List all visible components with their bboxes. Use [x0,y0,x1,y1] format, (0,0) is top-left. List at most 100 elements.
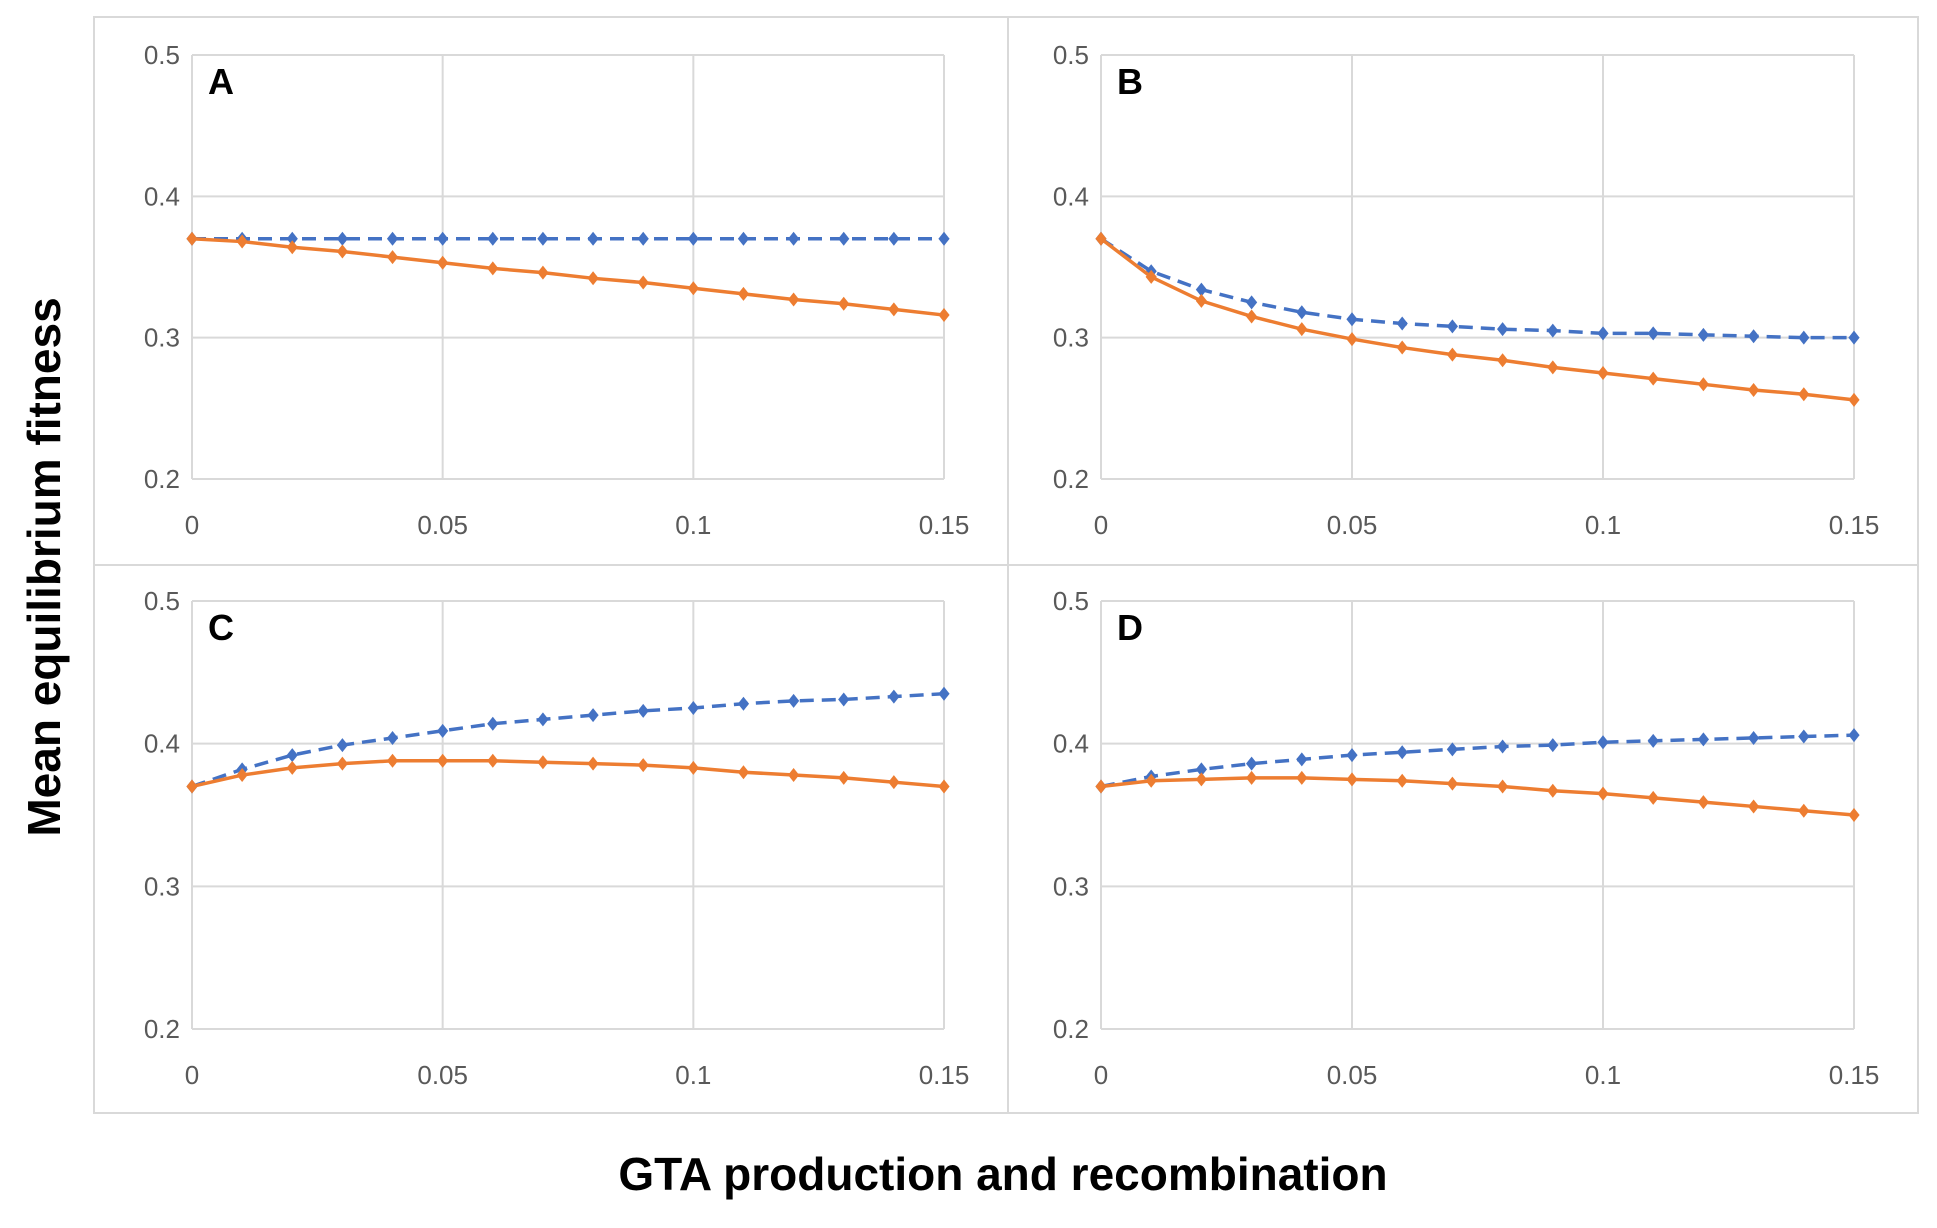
data-point-solid-orange [1346,772,1358,787]
data-point-solid-orange [186,231,198,246]
data-point-solid-orange [1647,371,1659,386]
data-point-solid-orange [938,779,950,794]
data-point-dashed-blue [1748,329,1760,344]
x-tick-label: 0.15 [919,510,970,540]
data-point-dashed-blue [286,231,298,246]
series-line-solid-orange [1099,237,1855,402]
data-point-solid-orange [1145,269,1157,284]
data-point-dashed-blue [1346,312,1358,327]
x-tick-label: 0.05 [1327,1060,1378,1090]
panel-a: 0.2 0.3 0.4 0.5 0 0.05 0.1 0.15 A [144,40,969,540]
panel-c: 0.2 0.3 0.4 0.5 0 0.05 0.1 0.15 C [144,586,969,1090]
data-point-dashed-blue [1647,326,1659,341]
data-point-solid-orange [236,768,248,783]
data-point-dashed-blue [336,231,348,246]
x-tick-label: 0.15 [1829,1060,1880,1090]
panel-label: B [1117,61,1143,102]
data-point-solid-orange [386,753,399,768]
data-point-dashed-blue [737,231,750,246]
x-tick-label: 0.1 [675,510,711,540]
data-point-solid-orange [386,250,399,265]
data-point-dashed-blue [386,231,399,246]
y-tick-label: 0.5 [1053,40,1089,70]
data-point-solid-orange [888,302,900,317]
data-point-solid-orange [1095,779,1107,794]
data-point-dashed-blue [888,689,900,704]
data-point-solid-orange [336,244,348,259]
data-point-dashed-blue [1647,733,1659,748]
y-tick-label: 0.4 [144,729,180,759]
data-point-dashed-blue [1798,729,1810,744]
data-point-solid-orange [537,755,549,770]
data-point-solid-orange [838,770,850,785]
data-point-solid-orange [1296,322,1308,337]
data-point-dashed-blue [1195,282,1207,297]
data-point-dashed-blue [1547,323,1559,338]
data-point-solid-orange [1798,803,1810,818]
y-tick-label: 0.3 [1053,323,1089,353]
data-point-solid-orange [487,261,499,276]
y-tick-label: 0.3 [144,871,180,901]
y-tick-label: 0.4 [1053,729,1089,759]
data-point-dashed-blue [487,716,499,731]
data-point-solid-orange [1246,770,1258,785]
data-point-dashed-blue [1597,326,1609,341]
data-point-dashed-blue [537,231,549,246]
data-point-dashed-blue [938,231,950,246]
data-point-dashed-blue [838,692,850,707]
data-point-solid-orange [1748,382,1760,397]
data-point-dashed-blue [1848,728,1860,743]
y-tick-label: 0.2 [144,464,180,494]
data-point-dashed-blue [1296,305,1308,320]
data-point-solid-orange [437,255,449,270]
y-tick-label: 0.3 [144,323,180,353]
data-point-solid-orange [1697,795,1709,810]
data-point-dashed-blue [1748,730,1760,745]
panel-b: 0.2 0.3 0.4 0.5 0 0.05 0.1 0.15 B [1053,40,1879,540]
data-point-solid-orange [637,275,649,290]
data-point-solid-orange [1848,392,1860,407]
panel-label: D [1117,607,1143,648]
data-point-dashed-blue [737,696,750,711]
y-tick-label: 0.4 [1053,181,1089,211]
data-point-dashed-blue [437,231,449,246]
data-point-dashed-blue [1246,295,1258,310]
y-tick-label: 0.2 [144,1014,180,1044]
data-point-dashed-blue [336,738,348,753]
x-tick-label: 0.1 [1585,510,1621,540]
data-point-dashed-blue [1497,739,1509,754]
data-point-solid-orange [938,308,950,323]
x-tick-label: 0 [185,510,199,540]
data-point-solid-orange [186,779,198,794]
data-point-solid-orange [1396,773,1408,788]
y-tick-label: 0.3 [1053,871,1089,901]
data-point-dashed-blue [1446,742,1458,757]
data-point-dashed-blue [1195,762,1207,777]
series-line-solid-orange [1100,776,1855,817]
x-tick-label: 0 [185,1060,199,1090]
data-point-dashed-blue [637,231,649,246]
data-point-solid-orange [788,292,800,307]
data-point-solid-orange [1748,799,1760,814]
data-point-solid-orange [1145,773,1157,788]
data-point-dashed-blue [386,730,399,745]
y-tick-label: 0.2 [1053,1014,1089,1044]
data-point-solid-orange [437,753,449,768]
data-point-solid-orange [1446,347,1458,362]
panel-label: C [208,607,234,648]
data-point-dashed-blue [437,723,449,738]
data-point-solid-orange [286,240,298,255]
x-tick-label: 0.1 [675,1060,711,1090]
data-point-solid-orange [286,760,298,775]
data-point-solid-orange [737,286,750,301]
y-tick-label: 0.5 [144,40,180,70]
data-point-solid-orange [838,296,850,311]
y-axis-label: Mean equilibrium fitness [18,297,70,836]
data-point-solid-orange [888,775,900,790]
y-tick-label: 0.4 [144,181,180,211]
data-point-solid-orange [637,758,649,773]
data-point-dashed-blue [1798,330,1810,345]
data-point-dashed-blue [537,712,549,727]
series-line-dashed-blue [1100,733,1855,789]
